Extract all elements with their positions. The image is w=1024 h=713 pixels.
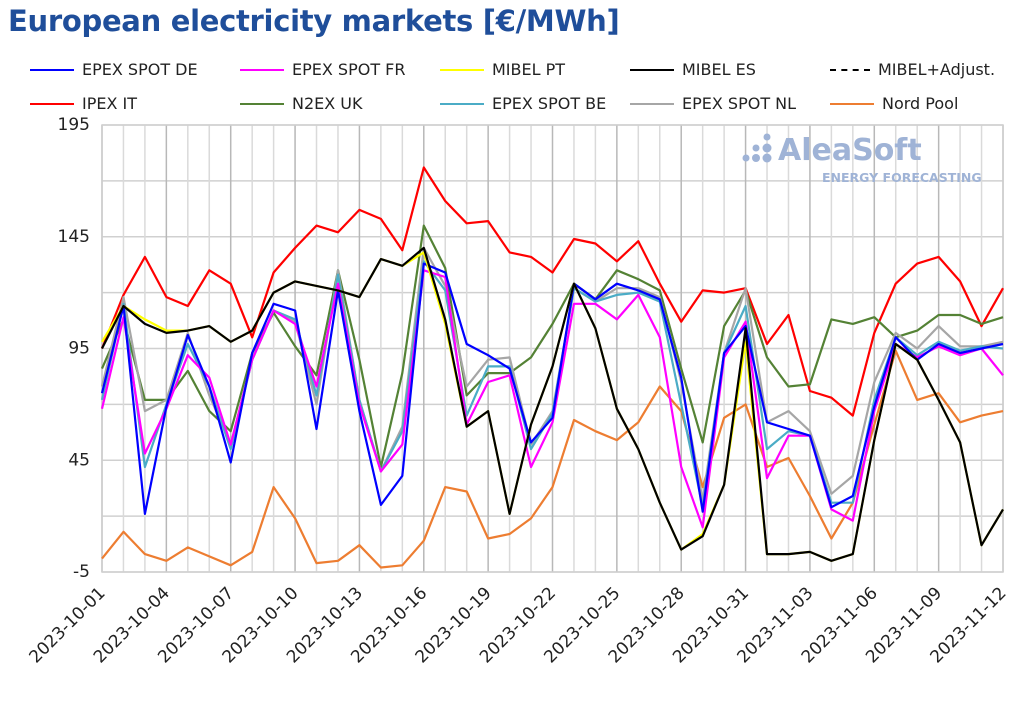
legend-item: MIBEL+Adjust. xyxy=(830,60,995,79)
legend-label: EPEX SPOT NL xyxy=(682,94,797,113)
legend-item: EPEX SPOT BE xyxy=(440,94,606,113)
legend-swatch xyxy=(630,68,674,71)
logo-tagline: ENERGY FORECASTING xyxy=(822,170,982,185)
series-epex-spot-fr xyxy=(100,269,1004,529)
legend-label: N2EX UK xyxy=(292,94,363,113)
legend-item: IPEX IT xyxy=(30,94,137,113)
logo-dots-icon xyxy=(742,133,772,163)
legend-swatch xyxy=(240,102,284,105)
legend-label: Nord Pool xyxy=(882,94,959,113)
legend-item: MIBEL PT xyxy=(440,60,565,79)
legend-label: MIBEL ES xyxy=(682,60,756,79)
legend-item: MIBEL ES xyxy=(630,60,756,79)
legend-item: N2EX UK xyxy=(240,94,363,113)
series-lines xyxy=(100,166,1004,569)
series-epex-spot-de xyxy=(100,262,1004,516)
y-tick-label: 45 xyxy=(68,450,90,470)
legend-swatch xyxy=(440,68,484,71)
logo-name: AleaSoft xyxy=(778,133,922,168)
legend-label: IPEX IT xyxy=(82,94,138,113)
legend-item: EPEX SPOT FR xyxy=(240,60,406,79)
legend-item: EPEX SPOT NL xyxy=(630,94,796,113)
legend-swatch xyxy=(240,68,284,71)
legend-swatch xyxy=(30,68,74,71)
legend-item: Nord Pool xyxy=(830,94,958,113)
legend-item: EPEX SPOT DE xyxy=(30,60,198,79)
legend-label: EPEX SPOT BE xyxy=(492,94,607,113)
legend-label: MIBEL PT xyxy=(492,60,566,79)
legend-swatch xyxy=(630,102,674,105)
legend-label: EPEX SPOT DE xyxy=(82,60,198,79)
x-axis-ticks: 2023-10-012023-10-042023-10-072023-10-10… xyxy=(26,583,1011,667)
legend-label: EPEX SPOT FR xyxy=(292,60,406,79)
aleasoft-logo: AleaSoft ENERGY FORECASTING xyxy=(742,133,982,185)
chart-title: European electricity markets [€/MWh] xyxy=(8,4,620,38)
legend-swatch xyxy=(440,102,484,105)
y-tick-label: -5 xyxy=(73,562,90,582)
legend-swatch xyxy=(830,102,874,105)
legend-label: MIBEL+Adjust. xyxy=(878,60,996,79)
y-tick-label: 95 xyxy=(68,339,90,359)
series-ipex-it xyxy=(100,166,1004,417)
y-tick-label: 145 xyxy=(58,227,90,247)
legend-swatch xyxy=(830,68,870,71)
legend-swatch xyxy=(30,102,74,105)
y-axis-ticks: 195 145 95 45 -5 xyxy=(58,115,90,582)
series-mibel-es xyxy=(101,246,1004,562)
y-tick-label: 195 xyxy=(58,115,90,135)
grid xyxy=(101,124,1004,573)
